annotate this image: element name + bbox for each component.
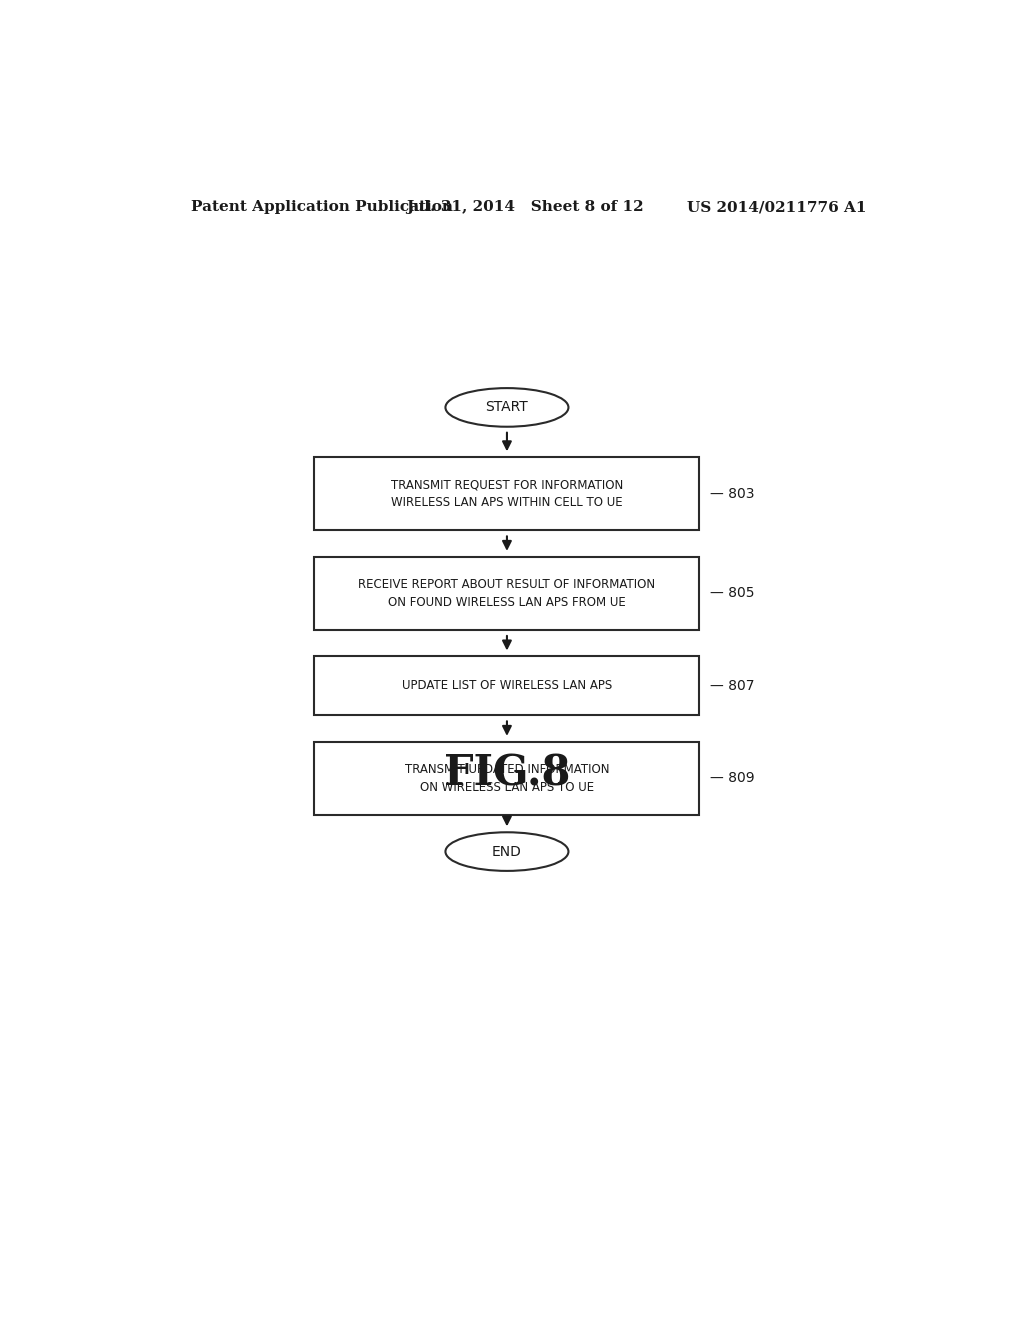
Text: Patent Application Publication: Patent Application Publication bbox=[191, 201, 454, 214]
FancyBboxPatch shape bbox=[314, 656, 699, 715]
Ellipse shape bbox=[445, 833, 568, 871]
Text: — 807: — 807 bbox=[710, 678, 755, 693]
Text: Jul. 31, 2014   Sheet 8 of 12: Jul. 31, 2014 Sheet 8 of 12 bbox=[406, 201, 644, 214]
FancyBboxPatch shape bbox=[314, 742, 699, 814]
FancyBboxPatch shape bbox=[314, 557, 699, 630]
Text: TRANSMIT REQUEST FOR INFORMATION
WIRELESS LAN APS WITHIN CELL TO UE: TRANSMIT REQUEST FOR INFORMATION WIRELES… bbox=[391, 478, 623, 510]
Text: — 809: — 809 bbox=[710, 771, 755, 785]
Text: — 805: — 805 bbox=[710, 586, 755, 601]
Text: FIG.8: FIG.8 bbox=[443, 752, 570, 795]
Text: RECEIVE REPORT ABOUT RESULT OF INFORMATION
ON FOUND WIRELESS LAN APS FROM UE: RECEIVE REPORT ABOUT RESULT OF INFORMATI… bbox=[358, 578, 655, 609]
Ellipse shape bbox=[445, 388, 568, 426]
Text: UPDATE LIST OF WIRELESS LAN APS: UPDATE LIST OF WIRELESS LAN APS bbox=[401, 680, 612, 693]
Text: — 803: — 803 bbox=[710, 487, 755, 500]
FancyBboxPatch shape bbox=[314, 457, 699, 531]
Text: US 2014/0211776 A1: US 2014/0211776 A1 bbox=[686, 201, 866, 214]
Text: END: END bbox=[492, 845, 522, 858]
Text: START: START bbox=[485, 400, 528, 414]
Text: TRANSMIT UPDATED INFORMATION
ON WIRELESS LAN APS TO UE: TRANSMIT UPDATED INFORMATION ON WIRELESS… bbox=[404, 763, 609, 793]
